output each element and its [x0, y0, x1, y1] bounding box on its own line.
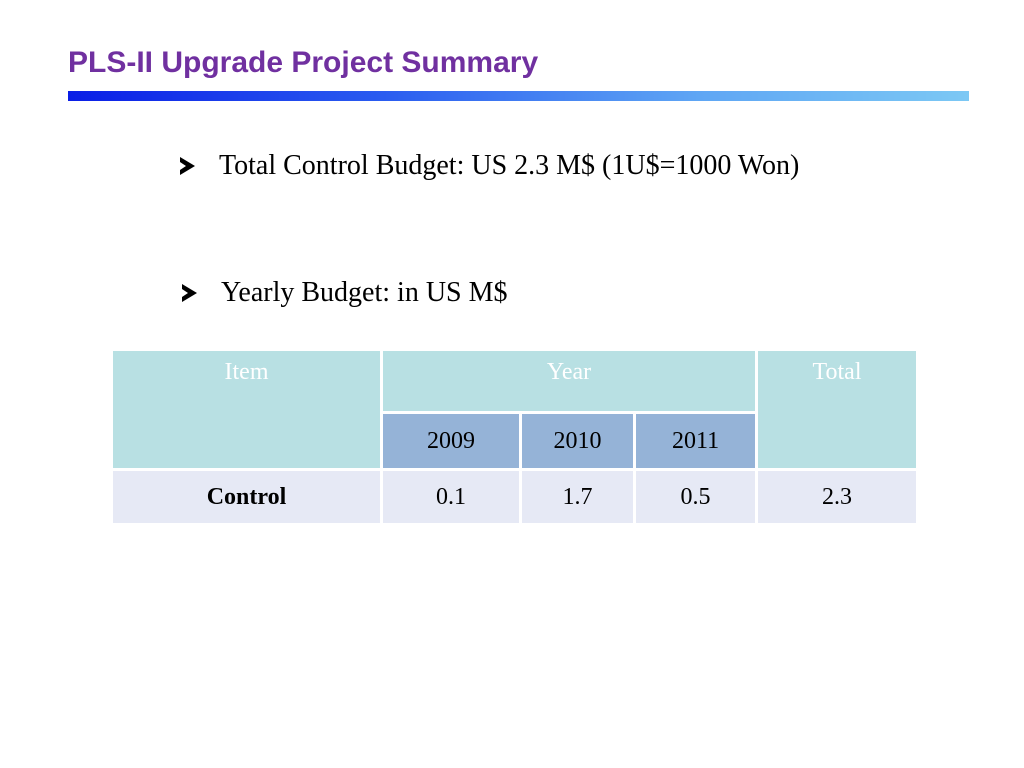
header-year-2009: 2009 [380, 411, 522, 471]
row-item: Control [110, 468, 383, 526]
header-total: Total [755, 348, 920, 471]
arrow-bullet-icon [180, 157, 195, 175]
cell-total: 2.3 [755, 468, 920, 526]
header-year-2010: 2010 [519, 411, 636, 471]
slide-title: PLS-II Upgrade Project Summary [68, 46, 539, 79]
header-year-2011: 2011 [632, 411, 759, 471]
bullet-yearly-budget: Yearly Budget: in US M$ [182, 277, 508, 309]
cell-2011: 0.5 [632, 468, 759, 526]
header-year: Year [379, 348, 759, 414]
cell-2010: 1.7 [519, 468, 636, 526]
title-underline-bar [68, 91, 969, 101]
budget-table: Item Year Total 2009 2010 2011 Control 0… [110, 348, 920, 526]
arrow-bullet-icon [182, 284, 197, 302]
bullet-text: Yearly Budget: in US M$ [221, 277, 508, 308]
cell-2009: 0.1 [380, 468, 522, 526]
bullet-text: Total Control Budget: US 2.3 M$ (1U$=100… [219, 150, 800, 181]
header-item: Item [110, 348, 383, 471]
table-row: Control 0.1 1.7 0.5 2.3 [110, 468, 920, 526]
bullet-total-budget: Total Control Budget: US 2.3 M$ (1U$=100… [180, 150, 799, 182]
